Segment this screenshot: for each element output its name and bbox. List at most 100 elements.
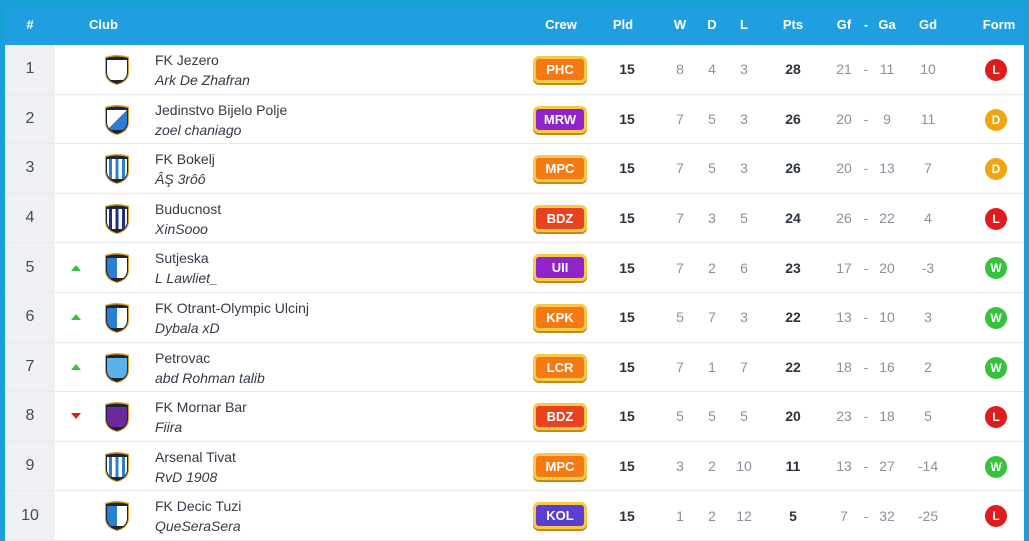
goals-against: 20 xyxy=(879,259,895,276)
played: 15 xyxy=(619,309,635,326)
losses: 6 xyxy=(740,259,748,276)
points: 5 xyxy=(789,507,797,524)
form-badge: D xyxy=(985,158,1007,181)
club-name[interactable]: FK Otrant-Olympic Ulcinj xyxy=(155,299,310,316)
club-name[interactable]: Jedinstvo Bijelo Polje xyxy=(155,101,288,118)
form-badge: L xyxy=(985,406,1007,429)
table-row[interactable]: 8 FK Mornar Bar Fiira BDZ 15 5 5 5 20 23-18 5 L xyxy=(5,392,1024,442)
goals-against: 11 xyxy=(879,61,895,78)
shield-blue-half-icon xyxy=(105,302,129,333)
header-rank: # xyxy=(26,17,34,32)
goal-difference: 2 xyxy=(924,358,932,375)
header-l[interactable]: L xyxy=(740,17,748,32)
goals-for: 7 xyxy=(840,507,848,524)
header-d[interactable]: D xyxy=(707,17,717,32)
manager-name[interactable]: Dybala xD xyxy=(155,319,220,336)
header-gf[interactable]: Gf xyxy=(836,17,852,32)
crew-badge[interactable]: MPC xyxy=(533,452,587,480)
goal-difference: -3 xyxy=(921,259,935,276)
goals-against: 10 xyxy=(879,309,895,326)
header-w[interactable]: W xyxy=(673,17,687,32)
crew-badge[interactable]: PHC xyxy=(533,56,587,83)
draws: 2 xyxy=(708,507,716,524)
table-row[interactable]: 4 Buducnost XinSooo BDZ 15 7 3 5 24 26-22 4 L xyxy=(5,193,1024,244)
goals-against: 9 xyxy=(883,110,891,127)
header-ga[interactable]: Ga xyxy=(878,17,896,32)
losses: 7 xyxy=(740,358,748,375)
table-row[interactable]: 3 FK Bokelj ÂŞ 3rôô MPC 15 7 5 3 26 20-13 7 D xyxy=(5,144,1024,194)
points: 20 xyxy=(785,408,801,425)
table-row[interactable]: 1 FK Jezero Ark De Zhafran PHC 15 8 4 3 28 21-11 1… xyxy=(5,45,1024,95)
manager-name[interactable]: RvD 1908 xyxy=(155,468,218,485)
rank: 2 xyxy=(5,94,55,144)
crew-badge[interactable]: MRW xyxy=(533,105,587,133)
manager-name[interactable]: QueSeraSera xyxy=(155,518,241,535)
shield-blue-stripes-icon xyxy=(105,451,129,482)
club-name[interactable]: Arsenal Tivat xyxy=(155,448,236,465)
goals-for: 13 xyxy=(836,309,852,326)
table-row[interactable]: 10 FK Decic Tuzi QueSeraSera KOL 15 1 2 12 5 7-32… xyxy=(5,491,1024,541)
trend-up-icon xyxy=(71,264,81,271)
manager-name[interactable]: Fiira xyxy=(155,419,183,436)
club-name[interactable]: FK Bokelj xyxy=(155,151,215,168)
club-name[interactable]: Sutjeska xyxy=(155,250,209,267)
table-row[interactable]: 6 FK Otrant-Olympic Ulcinj Dybala xD KPK 15 5… xyxy=(5,292,1024,343)
club-name[interactable]: Petrovac xyxy=(155,349,211,366)
wins: 1 xyxy=(676,507,684,524)
club-name[interactable]: Buducnost xyxy=(155,200,222,217)
goal-difference: -14 xyxy=(917,458,939,475)
goals-separator: - xyxy=(863,458,869,475)
draws: 3 xyxy=(708,210,716,227)
table-row[interactable]: 9 Arsenal Tivat RvD 1908 MPC 15 3 2 10 11 13-27 -1… xyxy=(5,441,1024,492)
crew-badge[interactable]: BDZ xyxy=(533,204,587,232)
form-badge: L xyxy=(985,207,1007,230)
draws: 1 xyxy=(708,358,716,375)
wins: 5 xyxy=(676,408,684,425)
crew-badge[interactable]: KPK xyxy=(533,303,587,331)
shield-light-blue-icon xyxy=(105,352,129,383)
manager-name[interactable]: Ark De Zhafran xyxy=(155,72,250,88)
manager-name[interactable]: L Lawliet_ xyxy=(155,270,218,287)
header-pld[interactable]: Pld xyxy=(612,17,634,32)
played: 15 xyxy=(619,61,635,78)
manager-name[interactable]: zoel chaniago xyxy=(155,121,242,138)
goals-for: 20 xyxy=(836,160,852,177)
goal-difference: -25 xyxy=(917,507,939,524)
header-gd[interactable]: Gd xyxy=(918,17,938,32)
club-name[interactable]: FK Decic Tuzi xyxy=(155,498,242,515)
goal-difference: 4 xyxy=(924,210,932,227)
crew-badge[interactable]: LCR xyxy=(533,353,587,381)
points: 22 xyxy=(785,358,801,375)
shield-white-icon xyxy=(105,55,129,85)
crew-badge[interactable]: MPC xyxy=(533,155,587,183)
losses: 3 xyxy=(740,110,748,127)
goals-separator: - xyxy=(863,408,869,425)
manager-name[interactable]: XinSooo xyxy=(155,220,208,237)
shield-blue-stripes-icon xyxy=(105,154,129,185)
header-crew[interactable]: Crew xyxy=(545,17,577,32)
header-club[interactable]: Club xyxy=(89,17,118,32)
header-pts[interactable]: Pts xyxy=(782,17,804,32)
goals-separator: - xyxy=(863,61,869,78)
table-row[interactable]: 5 Sutjeska L Lawliet_ UII 15 7 2 6 23 17-20 -3 W xyxy=(5,243,1024,293)
played: 15 xyxy=(619,408,635,425)
played: 15 xyxy=(619,160,635,177)
crew-badge[interactable]: UII xyxy=(533,254,587,282)
form-badge: W xyxy=(985,455,1007,478)
club-name[interactable]: FK Jezero xyxy=(155,52,219,68)
form-badge: L xyxy=(985,59,1007,81)
wins: 7 xyxy=(676,358,684,375)
played: 15 xyxy=(619,110,635,127)
played: 15 xyxy=(619,507,635,524)
losses: 3 xyxy=(740,309,748,326)
crew-badge[interactable]: BDZ xyxy=(533,403,587,431)
goals-against: 16 xyxy=(879,358,895,375)
club-name[interactable]: FK Mornar Bar xyxy=(155,399,247,416)
manager-name[interactable]: ÂŞ 3rôô xyxy=(155,171,206,188)
table-row[interactable]: 7 Petrovac abd Rohman talib LCR 15 7 1 7 22 18-16… xyxy=(5,342,1024,393)
table-row[interactable]: 2 Jedinstvo Bijelo Polje zoel chaniago MRW 1… xyxy=(5,94,1024,145)
form-badge: W xyxy=(985,356,1007,379)
rank: 4 xyxy=(5,193,55,243)
manager-name[interactable]: abd Rohman talib xyxy=(155,369,265,386)
crew-badge[interactable]: KOL xyxy=(533,502,587,530)
